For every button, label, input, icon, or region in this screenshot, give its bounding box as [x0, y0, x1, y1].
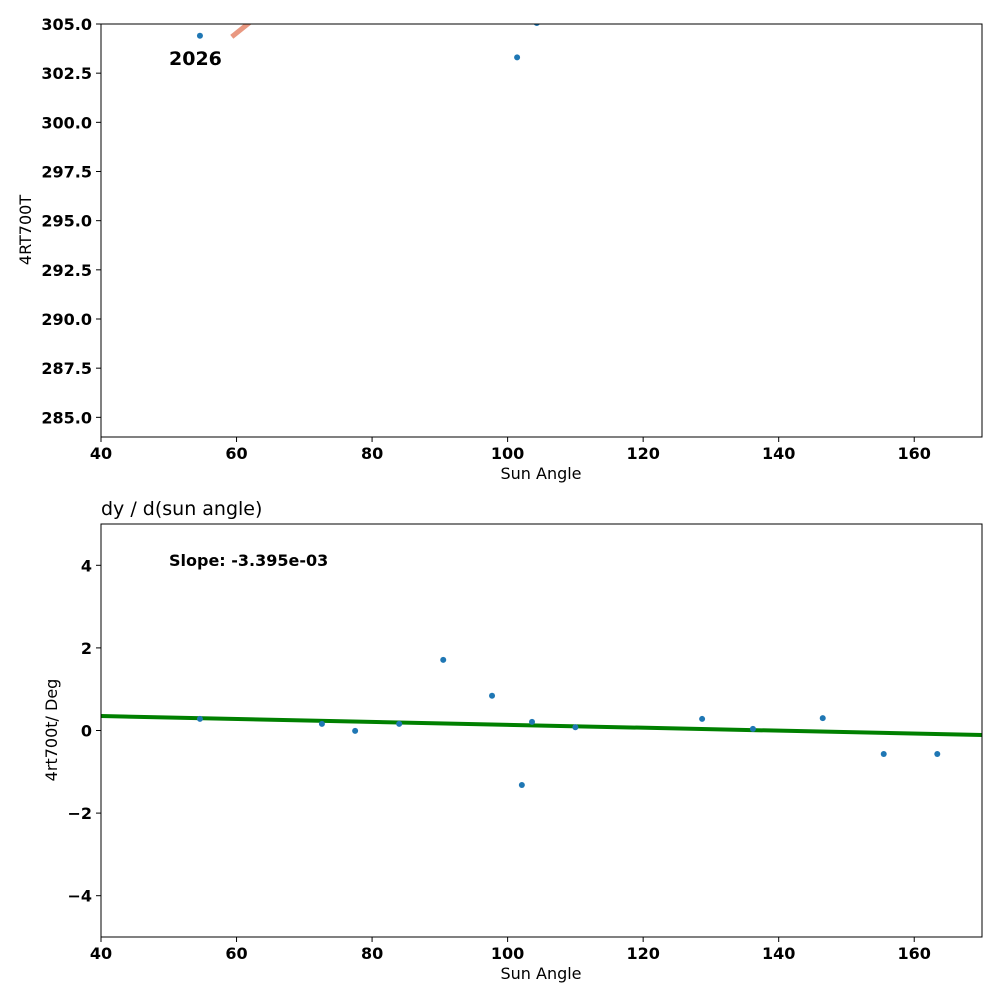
y-tick-label: 297.5 [41, 163, 92, 182]
y-axis-label: 4rt700t/ Deg [42, 679, 61, 782]
data-point [318, 720, 325, 727]
x-tick-label: 100 [491, 944, 524, 963]
slope-annotation: Slope: -3.395e-03 [169, 551, 328, 570]
x-tick-label: 120 [626, 444, 659, 463]
plot-area [196, 24, 540, 61]
y-tick-label: 2 [81, 639, 92, 658]
top-chart: 2026 Sun Angle 4RT700T 40 60 80 100 120 140 16… [16, 15, 983, 483]
y-tick-label: 295.0 [41, 212, 92, 231]
y-tick-label: 305.0 [41, 15, 92, 34]
data-point [352, 727, 359, 734]
data-point [440, 656, 447, 663]
y-tick-label: −4 [67, 887, 92, 906]
x-tick-label: 120 [626, 944, 659, 963]
data-point [529, 718, 536, 725]
x-tick-label: 60 [225, 944, 247, 963]
x-tick-label: 40 [90, 444, 112, 463]
trend-line [101, 714, 982, 738]
y-tick-label: 4 [81, 556, 92, 575]
x-tick-label: 40 [90, 944, 112, 963]
data-point [572, 724, 579, 731]
y-tick-label: 287.5 [41, 359, 92, 378]
trend-line [230, 24, 252, 39]
y-tick-label: 300.0 [41, 113, 92, 132]
chart-title: dy / d(sun angle) [101, 498, 262, 520]
data-point [819, 715, 826, 722]
x-tick-label: 160 [898, 444, 931, 463]
data-point [196, 32, 203, 39]
y-tick-label: 302.5 [41, 64, 92, 83]
x-tick-label: 60 [225, 444, 247, 463]
x-tick-label: 140 [762, 444, 795, 463]
y-tick-label: 285.0 [41, 408, 92, 427]
y-tick-label: −2 [67, 804, 92, 823]
y-tick-label: 290.0 [41, 310, 92, 329]
data-point [196, 715, 203, 722]
y-tick-label: 0 [81, 722, 92, 741]
bottom-chart: dy / d(sun angle) Slope: -3.395e-03 Sun … [42, 498, 983, 983]
x-tick-label: 80 [361, 944, 383, 963]
axes-frame [100, 23, 983, 438]
x-tick-label: 80 [361, 444, 383, 463]
data-point [880, 751, 887, 758]
data-point [533, 24, 540, 27]
data-point [749, 725, 756, 732]
data-point [489, 692, 496, 699]
x-tick-label: 100 [491, 444, 524, 463]
x-axis-label: Sun Angle [500, 464, 581, 483]
data-point [699, 715, 706, 722]
x-tick-label: 140 [762, 944, 795, 963]
y-axis-label: 4RT700T [16, 195, 35, 265]
data-point [518, 782, 525, 789]
x-tick-label: 160 [898, 944, 931, 963]
plot-area [101, 656, 982, 789]
year-annotation: 2026 [169, 48, 222, 70]
y-tick-label: 292.5 [41, 261, 92, 280]
data-point [934, 751, 941, 758]
data-point [514, 54, 521, 61]
data-point [396, 720, 403, 727]
x-axis-label: Sun Angle [500, 964, 581, 983]
